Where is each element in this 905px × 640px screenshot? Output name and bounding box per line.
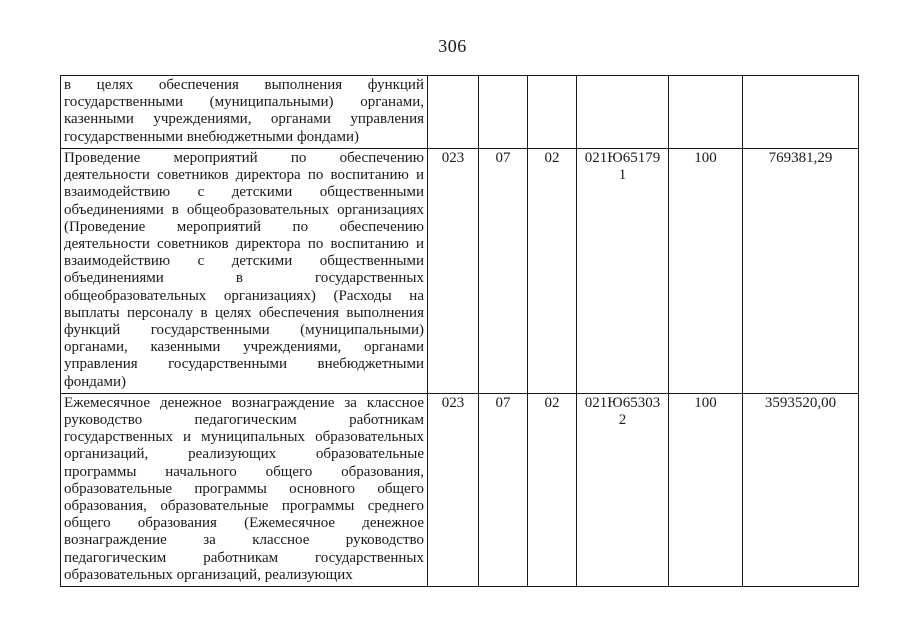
cell-grbs-code: 023 <box>427 392 479 588</box>
cell-target-article-code <box>576 75 669 149</box>
cell-subsection-code: 02 <box>527 392 577 588</box>
cell-grbs-code: 023 <box>427 148 479 394</box>
cell-expense-name: в целях обеспечения выполнения функций г… <box>60 75 428 149</box>
cell-section-code: 07 <box>478 148 528 394</box>
cell-expense-type-code: 100 <box>668 392 743 588</box>
budget-table: в целях обеспечения выполнения функций г… <box>60 75 859 588</box>
cell-grbs-code <box>427 75 479 149</box>
cell-section-code <box>478 75 528 149</box>
cell-expense-name: Проведение мероприятий по обеспечению де… <box>60 148 428 394</box>
cell-expense-name: Ежемесячное денежное вознаграждение за к… <box>60 392 428 588</box>
cell-target-article-code: 021Ю65303 2 <box>576 392 669 588</box>
cell-subsection-code: 02 <box>527 148 577 394</box>
cell-amount <box>742 75 859 149</box>
cell-expense-type-code <box>668 75 743 149</box>
cell-amount: 3593520,00 <box>742 392 859 588</box>
table-row: Ежемесячное денежное вознаграждение за к… <box>60 392 859 588</box>
page-number: 306 <box>438 36 467 56</box>
table-row: в целях обеспечения выполнения функций г… <box>60 75 859 149</box>
cell-subsection-code <box>527 75 577 149</box>
cell-expense-type-code: 100 <box>668 148 743 394</box>
cell-section-code: 07 <box>478 392 528 588</box>
cell-amount: 769381,29 <box>742 148 859 394</box>
cell-target-article-code: 021Ю65179 1 <box>576 148 669 394</box>
table-row: Проведение мероприятий по обеспечению де… <box>60 148 859 394</box>
